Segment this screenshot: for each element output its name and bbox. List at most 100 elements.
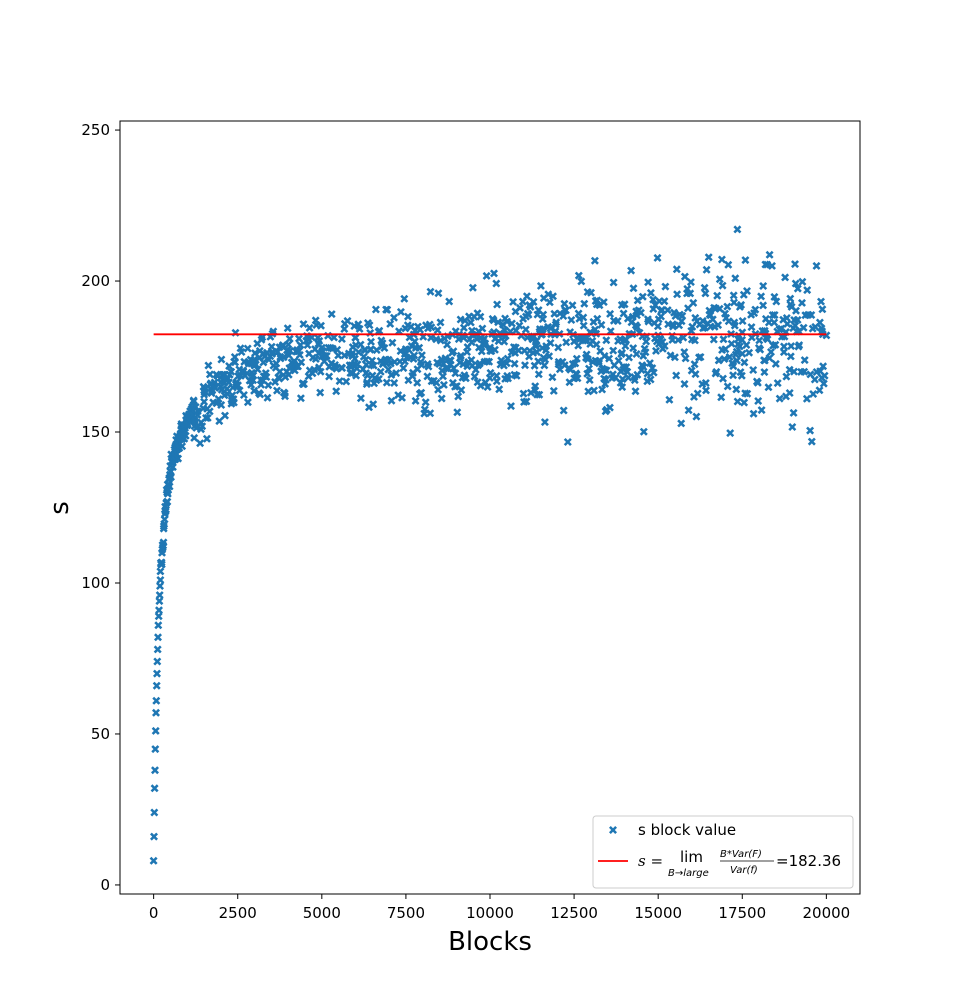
scatter-point (717, 255, 726, 264)
scatter-point (740, 398, 749, 407)
scatter-point (434, 385, 443, 394)
x-tick-label: 12500 (550, 904, 598, 922)
scatter-point (803, 286, 812, 295)
scatter-point (684, 406, 693, 415)
scatter-point (709, 335, 718, 344)
scatter-point (672, 265, 681, 274)
scatter-point (390, 313, 398, 322)
scatter-point (554, 343, 563, 352)
scatter-point (601, 375, 610, 384)
scatter-point (475, 359, 484, 368)
scatter-point (713, 291, 722, 300)
legend-line-sub: B→large (668, 868, 709, 879)
scatter-point (196, 439, 205, 448)
scatter-point (743, 389, 752, 398)
scatter-point (411, 396, 420, 405)
scatter-point (410, 351, 419, 360)
scatter-point (702, 265, 711, 274)
scatter-point (815, 318, 824, 327)
scatter-point (231, 358, 240, 367)
scatter-point (621, 342, 630, 350)
scatter-point (677, 419, 686, 428)
scatter-point (701, 289, 710, 298)
scatter-point (646, 288, 655, 297)
scatter-point (579, 313, 588, 322)
scatter-point (715, 356, 723, 365)
scatter-point (791, 321, 800, 330)
scatter-point (250, 386, 259, 395)
y-tick-label: 100 (81, 574, 110, 592)
scatter-point (325, 372, 334, 381)
scatter-point (755, 336, 764, 345)
scatter-point (509, 297, 518, 306)
scatter-point (214, 395, 223, 403)
scatter-point (154, 633, 162, 642)
scatter-point (524, 310, 533, 319)
scatter-point (413, 378, 422, 387)
scatter-point (715, 304, 724, 313)
scatter-point (623, 367, 632, 376)
scatter-point (156, 576, 165, 584)
scatter-point (275, 367, 284, 376)
scatter-point (599, 298, 608, 307)
scatter-point (638, 292, 647, 301)
scatter-point (737, 371, 746, 380)
scatter-point (568, 301, 577, 310)
scatter-point (392, 369, 401, 378)
scatter-point (400, 294, 409, 303)
scatter-point (633, 323, 642, 332)
scatter-point (476, 312, 485, 321)
scatter-point (763, 335, 772, 344)
scatter-point (153, 669, 161, 678)
scatter-point (426, 409, 435, 418)
scatter-point (790, 367, 798, 376)
scatter-point (193, 407, 202, 416)
scatter-point (151, 745, 160, 754)
scatter-point (584, 387, 593, 396)
scatter-point (516, 303, 524, 312)
scatter-point (295, 350, 304, 359)
scatter-point (352, 371, 361, 380)
scatter-point (733, 225, 742, 234)
scatter-point (652, 346, 660, 355)
scatter-point (538, 325, 547, 334)
scatter-point (657, 305, 666, 314)
scatter-point (759, 282, 768, 290)
scatter-point (644, 278, 653, 287)
scatter-point (490, 269, 498, 278)
scatter-point (165, 482, 174, 491)
scatter-point (660, 297, 669, 306)
scatter-point (510, 359, 519, 368)
scatter-point (747, 323, 756, 332)
scatter-point (369, 361, 378, 370)
scatter-point (471, 365, 480, 374)
scatter-point (704, 253, 713, 262)
scatter-point (159, 538, 168, 547)
scatter-point (585, 364, 593, 373)
scatter-point (770, 311, 779, 319)
scatter-point (296, 394, 305, 403)
scatter-point (190, 433, 199, 442)
scatter-point (760, 356, 769, 365)
x-axis-ticks: 0 2500 5000 7500 10000 12500 15000 17500 20000 (149, 894, 850, 922)
scatter-point (632, 350, 641, 358)
scatter-point (622, 336, 631, 344)
scatter-point (417, 388, 426, 397)
scatter-point (812, 261, 821, 270)
scatter-point (764, 383, 773, 392)
scatter-point (310, 365, 319, 374)
scatter-point (221, 411, 229, 420)
scatter-point (559, 406, 568, 415)
scatter-point (680, 348, 689, 357)
scatter-point (532, 336, 541, 345)
scatter-point (725, 353, 734, 361)
scatter-point (745, 348, 754, 357)
scatter-point (579, 321, 588, 330)
scatter-point (332, 364, 341, 373)
scatter-point (507, 402, 515, 411)
scatter-point (317, 321, 325, 330)
scatter-point (698, 316, 707, 325)
x-tick-label: 0 (149, 904, 159, 922)
scatter-point (489, 316, 498, 325)
scatter-point (514, 346, 523, 355)
